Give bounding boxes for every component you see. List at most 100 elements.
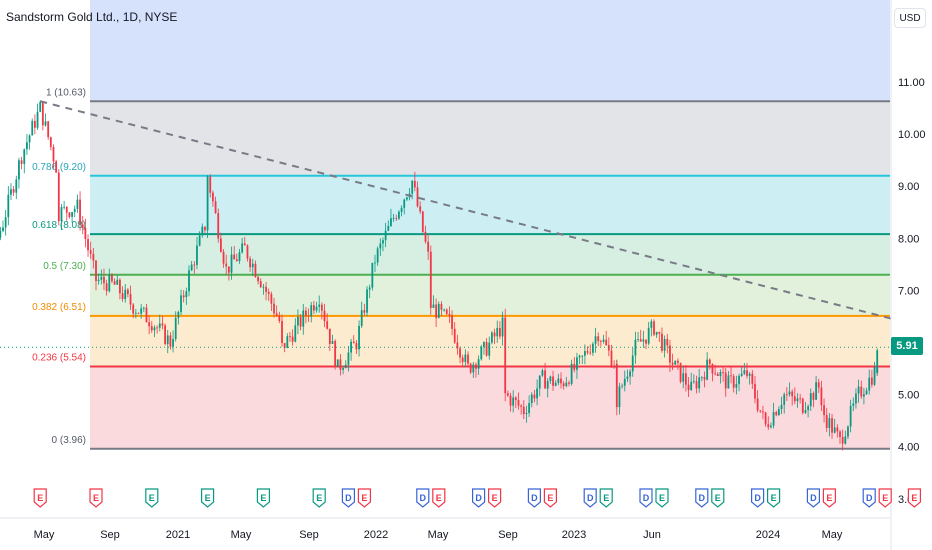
fib-label-0.236: 0.236 (5.54) (32, 352, 86, 363)
earnings-marker[interactable] (89, 488, 103, 508)
earnings-marker[interactable] (432, 488, 446, 508)
candle-body (594, 336, 597, 344)
chart-title: Sandstorm Gold Ltd., 1D, NYSE (6, 10, 178, 24)
candle-body (0, 231, 2, 238)
x-tick-label: Sep (299, 529, 319, 541)
dividend-marker[interactable] (695, 488, 709, 508)
candle-body (342, 368, 345, 370)
candle-body (876, 350, 879, 373)
candle-body (759, 410, 762, 412)
earnings-marker[interactable] (822, 488, 836, 508)
candle-body (860, 386, 863, 397)
candle-body (166, 335, 169, 345)
event-marker-label: D (475, 493, 482, 503)
candle-body (661, 333, 663, 351)
candle-body (623, 378, 626, 386)
dividend-marker[interactable] (527, 488, 541, 508)
candle-body (650, 321, 653, 328)
earnings-marker[interactable] (145, 488, 159, 508)
candle-body (538, 375, 541, 389)
earnings-marker[interactable] (33, 488, 47, 508)
candle-body (310, 305, 313, 317)
earnings-marker[interactable] (767, 488, 781, 508)
candle-body (87, 239, 89, 251)
candle-body (339, 359, 342, 370)
candle-body (517, 400, 520, 406)
earnings-marker[interactable] (907, 488, 921, 508)
candle-body (312, 305, 315, 311)
y-tick-label: 9.00 (898, 181, 919, 193)
earnings-marker[interactable] (312, 488, 326, 508)
candle-body (740, 373, 743, 376)
candle-body (92, 253, 95, 261)
candle-body (533, 394, 536, 399)
dividend-marker[interactable] (751, 488, 765, 508)
candle-body (666, 338, 669, 346)
fib-zone-0.618 (90, 234, 890, 275)
candle-body (44, 121, 47, 126)
candle-body (156, 327, 159, 329)
dividend-marker[interactable] (416, 488, 430, 508)
earnings-marker[interactable] (878, 488, 892, 508)
candle-body (142, 307, 145, 309)
earnings-marker[interactable] (655, 488, 669, 508)
candle-body (605, 339, 608, 346)
currency-selector[interactable]: USD (894, 8, 926, 28)
candle-body (783, 394, 786, 405)
y-tick-label: 10.00 (898, 129, 926, 141)
candle-body (305, 310, 307, 316)
candle-body (581, 355, 584, 357)
event-marker-label: E (149, 493, 155, 503)
candle-body (52, 146, 55, 162)
dividend-marker[interactable] (639, 488, 653, 508)
candle-body (589, 352, 592, 354)
candle-body (355, 343, 358, 350)
candle-body (746, 370, 748, 376)
dividend-marker[interactable] (806, 488, 820, 508)
earnings-marker[interactable] (357, 488, 371, 508)
candle-body (47, 121, 50, 138)
candle-body (28, 135, 31, 143)
dividend-marker[interactable] (862, 488, 876, 508)
earnings-marker[interactable] (543, 488, 557, 508)
candle-body (602, 339, 605, 342)
candle-body (204, 226, 206, 231)
candle-body (809, 393, 812, 407)
candle-body (498, 328, 501, 337)
candle-body (7, 194, 10, 218)
dividend-marker[interactable] (341, 488, 355, 508)
candle-body (512, 397, 515, 406)
dividend-marker[interactable] (583, 488, 597, 508)
earnings-marker[interactable] (488, 488, 502, 508)
candle-body (368, 287, 371, 290)
earnings-marker[interactable] (599, 488, 613, 508)
dividend-marker[interactable] (472, 488, 486, 508)
candle-body (565, 382, 568, 387)
candle-body (41, 102, 44, 126)
candle-body (639, 339, 642, 342)
candle-body (73, 208, 76, 213)
earnings-marker[interactable] (256, 488, 270, 508)
candle-body (480, 346, 483, 360)
candle-body (124, 289, 127, 299)
earnings-marker[interactable] (201, 488, 215, 508)
candle-body (770, 425, 772, 428)
candle-body (560, 378, 562, 384)
candle-body (134, 312, 137, 314)
candle-body (703, 376, 706, 380)
candle-body (607, 345, 610, 351)
candle-body (445, 309, 448, 314)
candle-body (695, 381, 698, 389)
event-marker-label: E (361, 493, 367, 503)
candle-body (791, 391, 794, 397)
candle-body (297, 316, 299, 326)
earnings-marker[interactable] (711, 488, 725, 508)
candle-body (206, 176, 209, 195)
candle-body (10, 189, 12, 195)
x-tick-label: May (34, 529, 55, 541)
candle-body (350, 341, 352, 353)
candle-body (57, 201, 60, 222)
candle-body (453, 328, 456, 343)
candle-body (738, 375, 740, 385)
